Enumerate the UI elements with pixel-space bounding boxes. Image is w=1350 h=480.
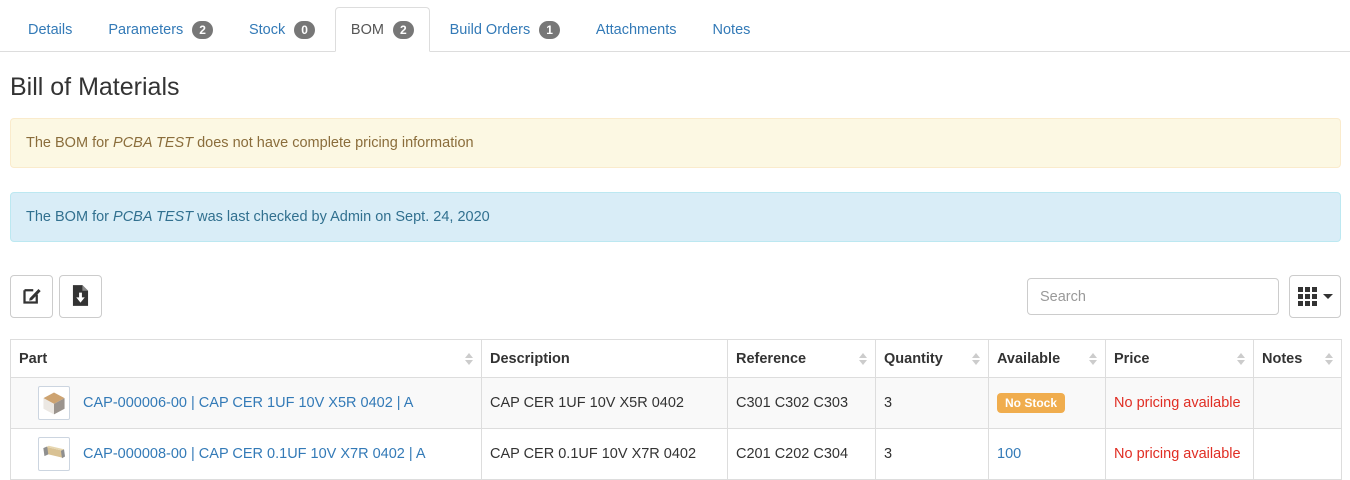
part-cell: CAP-000006-00 | CAP CER 1UF 10V X5R 0402…	[10, 377, 482, 429]
tab-label: Stock	[248, 21, 286, 38]
tab-label: Build Orders	[449, 21, 531, 38]
file-download-icon	[72, 284, 89, 309]
tab-stock[interactable]: Stock 0	[233, 7, 331, 51]
tab-count-badge: 1	[539, 20, 560, 39]
sort-icon	[1089, 352, 1097, 365]
tab-notes[interactable]: Notes	[697, 7, 767, 51]
search-input[interactable]	[1027, 278, 1279, 315]
tab-count-badge: 2	[392, 20, 414, 39]
part-name: PCBA TEST	[113, 209, 194, 225]
part-link[interactable]: CAP-000006-00 | CAP CER 1UF 10V X5R 0402…	[83, 395, 414, 411]
alert-text: The BOM for	[26, 209, 114, 225]
download-bom-button[interactable]	[59, 275, 102, 318]
toolbar-actions	[10, 275, 102, 318]
tab-parameters[interactable]: Parameters 2	[92, 7, 229, 51]
available-stock-link[interactable]: 100	[997, 446, 1022, 462]
bom-row: CAP-000006-00 | CAP CER 1UF 10V X5R 0402…	[10, 377, 1342, 429]
column-header-price[interactable]: Price	[1105, 339, 1254, 378]
tab-bar: Details Parameters 2 Stock 0 BOM 2 Build…	[0, 0, 1350, 52]
price-cell: No pricing available	[1105, 377, 1254, 429]
column-label: Available	[997, 350, 1061, 367]
column-label: Notes	[1262, 350, 1303, 367]
toolbar-search-area	[1027, 275, 1341, 318]
bom-checked-info-alert: The BOM for PCBA TEST was last checked b…	[10, 192, 1341, 242]
page-title: Bill of Materials	[10, 73, 180, 101]
columns-dropdown-button[interactable]	[1289, 275, 1341, 318]
part-link[interactable]: CAP-000008-00 | CAP CER 0.1UF 10V X7R 04…	[83, 446, 426, 462]
tab-count-badge: 0	[294, 20, 315, 39]
tab-label: Details	[28, 21, 73, 38]
reference-cell: C201 C202 C304	[727, 428, 876, 480]
th-grid-icon	[1297, 287, 1317, 306]
tab-label: Parameters	[108, 21, 184, 38]
tab-details[interactable]: Details	[12, 7, 88, 51]
tab-bom[interactable]: BOM 2	[334, 7, 430, 52]
column-label: Part	[19, 350, 48, 367]
available-cell: No Stock	[988, 377, 1106, 429]
alert-text: was last checked by Admin on Sept. 24, 2…	[193, 209, 490, 225]
available-cell: 100	[988, 428, 1106, 480]
sort-icon	[1237, 352, 1245, 365]
tab-label: Attachments	[595, 21, 677, 38]
tab-label: Notes	[712, 21, 751, 38]
bom-table-header: Part Description Reference Quantity	[10, 339, 1342, 378]
column-header-description: Description	[481, 339, 728, 378]
column-label: Reference	[736, 350, 807, 367]
bom-toolbar	[0, 275, 1350, 318]
column-label: Quantity	[884, 350, 943, 367]
part-cell: CAP-000008-00 | CAP CER 0.1UF 10V X7R 04…	[10, 428, 482, 480]
column-label: Price	[1114, 350, 1150, 367]
quantity-cell: 3	[875, 377, 989, 429]
tab-label: BOM	[350, 21, 384, 38]
column-header-notes[interactable]: Notes	[1253, 339, 1342, 378]
tab-count-badge: 2	[192, 20, 213, 39]
pricing-warning-alert: The BOM for PCBA TEST does not have comp…	[10, 118, 1341, 168]
column-header-reference[interactable]: Reference	[727, 339, 876, 378]
sort-icon	[1325, 352, 1333, 365]
alert-text: does not have complete pricing informati…	[193, 135, 474, 151]
bom-table: Part Description Reference Quantity	[10, 339, 1342, 480]
caret-down-icon	[1322, 294, 1333, 299]
notes-cell	[1253, 428, 1342, 480]
part-thumbnail	[38, 386, 70, 420]
tab-build-orders[interactable]: Build Orders 1	[434, 7, 576, 51]
description-cell: CAP CER 1UF 10V X5R 0402	[481, 377, 728, 429]
sort-icon	[465, 352, 473, 365]
no-stock-badge: No Stock	[997, 393, 1066, 413]
sort-icon	[859, 352, 867, 365]
column-header-part[interactable]: Part	[10, 339, 482, 378]
notes-cell	[1253, 377, 1342, 429]
alert-text: The BOM for	[26, 135, 114, 151]
part-name: PCBA TEST	[113, 135, 194, 151]
edit-bom-button[interactable]	[10, 275, 53, 318]
bom-row: CAP-000008-00 | CAP CER 0.1UF 10V X7R 04…	[10, 428, 1342, 480]
sort-icon	[972, 352, 980, 365]
column-header-available[interactable]: Available	[988, 339, 1106, 378]
edit-icon	[21, 285, 42, 309]
reference-cell: C301 C302 C303	[727, 377, 876, 429]
description-cell: CAP CER 0.1UF 10V X7R 0402	[481, 428, 728, 480]
column-header-quantity[interactable]: Quantity	[875, 339, 989, 378]
tab-attachments[interactable]: Attachments	[580, 7, 693, 51]
part-thumbnail	[38, 437, 70, 471]
column-label: Description	[490, 350, 570, 367]
quantity-cell: 3	[875, 428, 989, 480]
price-cell: No pricing available	[1105, 428, 1254, 480]
